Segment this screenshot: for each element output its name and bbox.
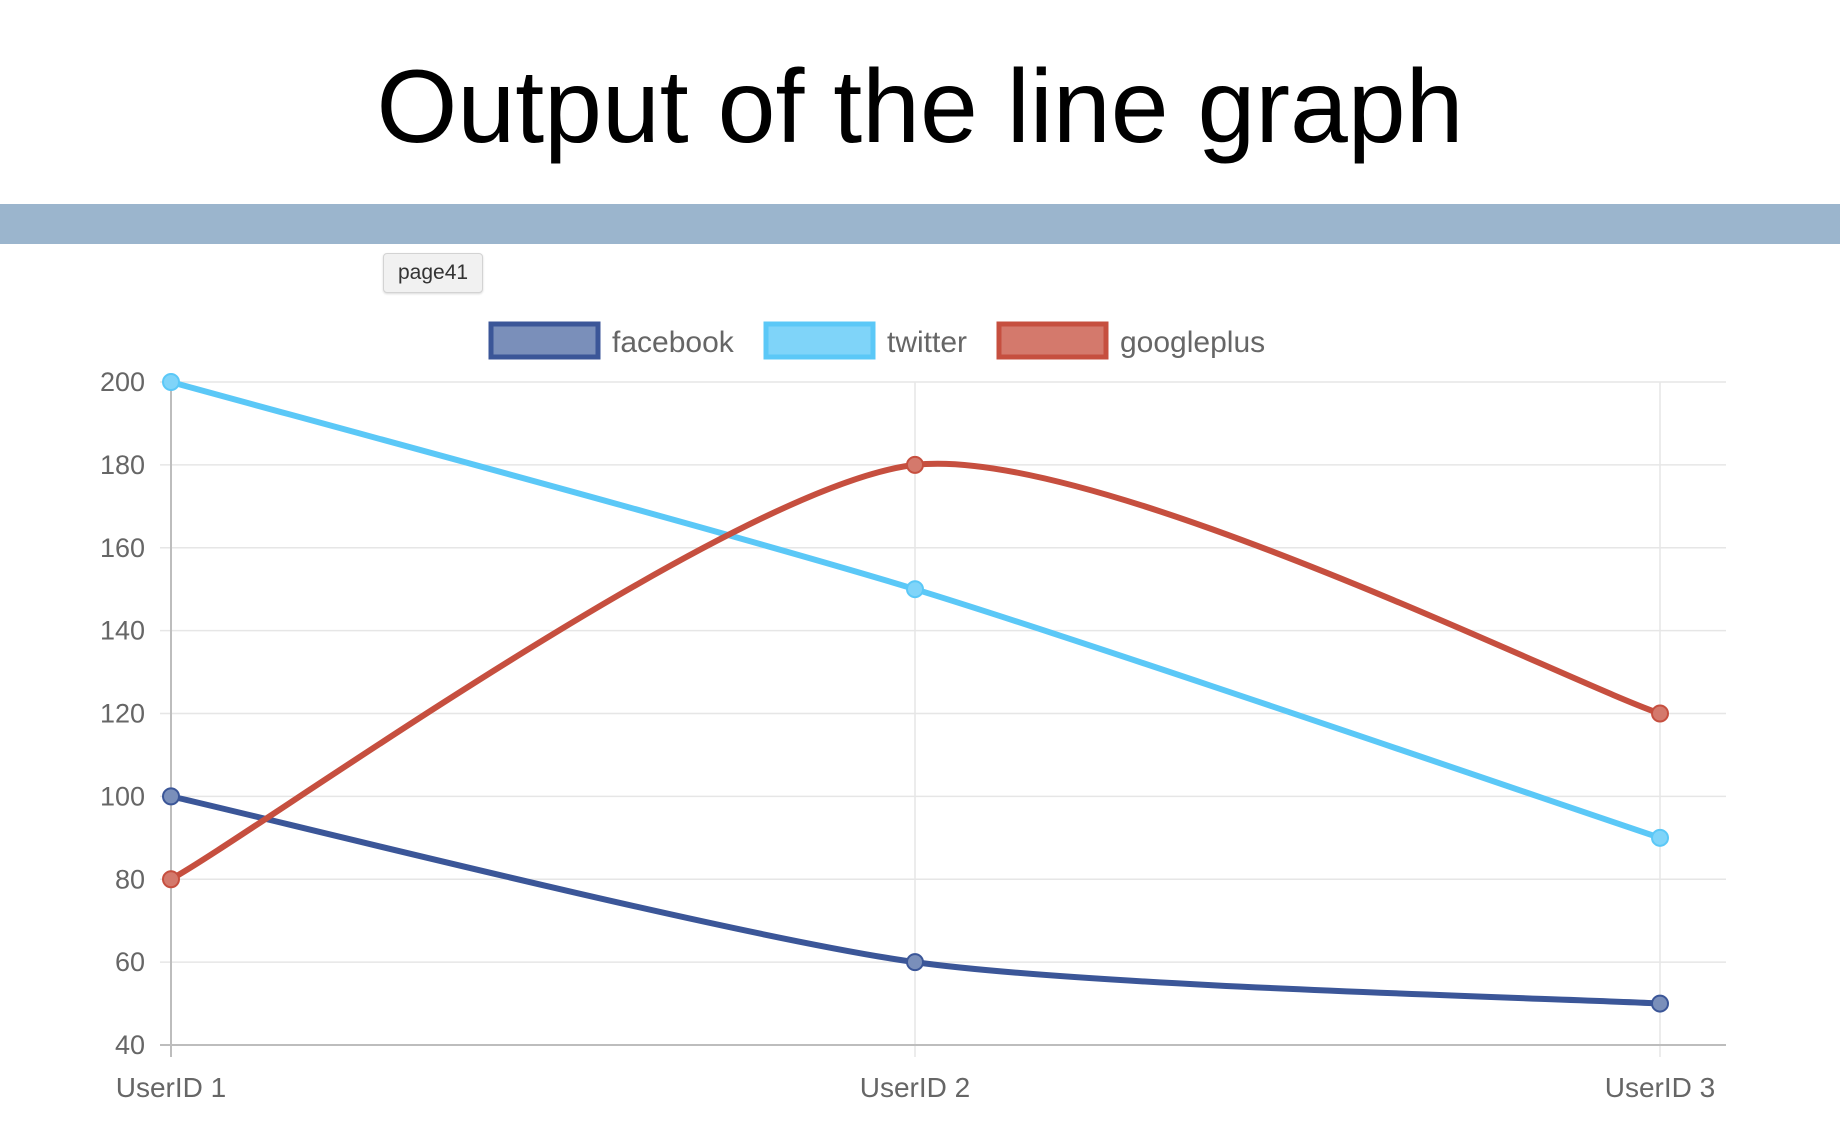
legend-label-facebook[interactable]: facebook (612, 326, 735, 359)
title-divider-bar (0, 204, 1840, 244)
legend-swatch-facebook[interactable] (488, 321, 601, 360)
y-tick-label: 80 (115, 864, 145, 894)
data-point-facebook[interactable] (1651, 994, 1669, 1013)
y-tick-label: 120 (100, 699, 145, 729)
y-tick-label: 200 (100, 367, 145, 397)
legend-swatch-twitter[interactable] (763, 321, 876, 360)
legend: facebook twitter googleplus (488, 321, 1265, 360)
axes: 200 180 160 140 120 100 80 60 40 UserID 1 UserID 2… (100, 367, 1726, 1103)
data-point-twitter[interactable] (906, 580, 924, 599)
data-point-facebook[interactable] (906, 953, 924, 972)
y-tick-label: 60 (115, 947, 145, 977)
data-point-googleplus[interactable] (162, 870, 180, 889)
series-lines (162, 373, 1669, 1013)
x-tick-label: UserID 3 (1605, 1072, 1715, 1103)
x-tick-label: UserID 2 (860, 1072, 970, 1103)
grid-lines (160, 381, 1726, 1057)
data-point-twitter[interactable] (1651, 828, 1669, 847)
legend-label-twitter[interactable]: twitter (887, 326, 967, 359)
y-tick-label: 100 (100, 781, 145, 811)
data-point-googleplus[interactable] (1651, 704, 1669, 723)
data-point-googleplus[interactable] (906, 455, 924, 474)
y-tick-label: 40 (115, 1030, 145, 1060)
legend-swatch-googleplus[interactable] (996, 321, 1109, 360)
page-tooltip: page41 (383, 253, 484, 293)
data-point-facebook[interactable] (162, 787, 180, 806)
y-tick-label: 160 (100, 533, 145, 563)
x-tick-label: UserID 1 (116, 1072, 226, 1103)
data-point-twitter[interactable] (162, 373, 180, 391)
y-tick-label: 180 (100, 450, 145, 480)
slide-title: Output of the line graph (376, 49, 1464, 165)
y-tick-label: 140 (100, 616, 145, 646)
legend-label-googleplus[interactable]: googleplus (1120, 326, 1265, 359)
